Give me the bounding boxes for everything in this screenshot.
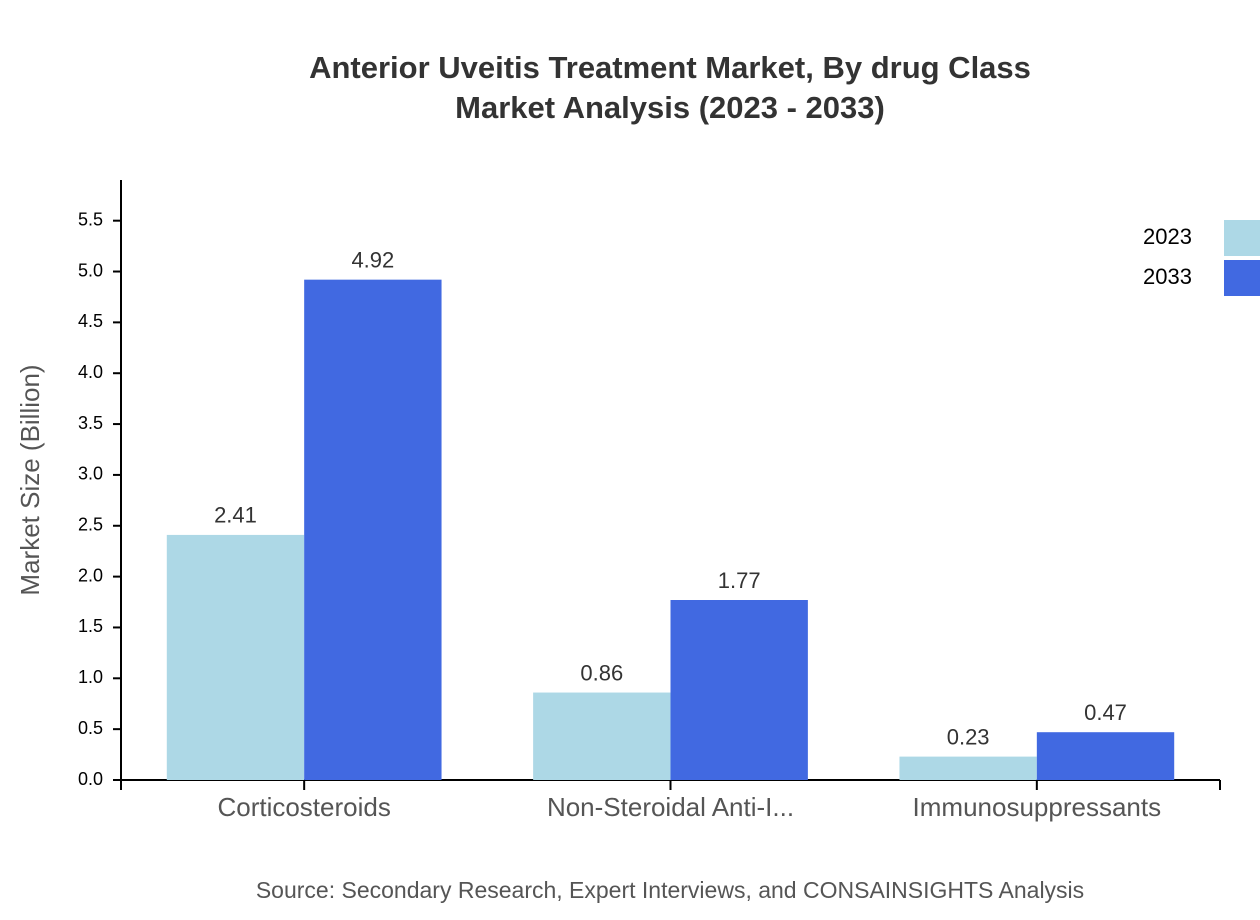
value-label: 0.23: [947, 724, 990, 749]
y-axis-label: Market Size (Billion): [15, 364, 45, 595]
y-tick-label: 3.0: [78, 464, 103, 484]
bar: [899, 756, 1037, 780]
legend-label: 2033: [1143, 264, 1192, 289]
bar: [670, 600, 808, 780]
bar: [1036, 732, 1175, 780]
y-tick-label: 4.0: [78, 362, 103, 382]
legend-swatch: [1224, 260, 1260, 296]
value-label: 0.47: [1084, 700, 1127, 725]
legend-swatch: [1224, 220, 1260, 256]
y-tick-label: 2.5: [78, 515, 103, 535]
y-tick-label: 5.5: [78, 209, 103, 229]
y-tick-label: 4.5: [78, 311, 103, 331]
y-tick-label: 3.5: [78, 413, 103, 433]
value-label: 1.77: [718, 568, 761, 593]
value-label: 2.41: [214, 503, 257, 528]
value-label: 0.86: [580, 660, 623, 685]
legend-label: 2023: [1143, 224, 1192, 249]
bar: [166, 534, 305, 780]
bar: [304, 279, 442, 780]
y-tick-label: 5.0: [78, 260, 103, 280]
y-tick-label: 1.0: [78, 667, 103, 687]
y-tick-label: 0.5: [78, 718, 103, 738]
bar: [533, 692, 671, 780]
source-note: Source: Secondary Research, Expert Inter…: [256, 877, 1084, 903]
x-tick-label: Non-Steroidal Anti-I...: [547, 792, 794, 822]
value-label: 4.92: [351, 247, 394, 272]
x-tick-label: Immunosuppressants: [913, 792, 1162, 822]
chart-title: Anterior Uveitis Treatment Market, By dr…: [309, 50, 1031, 85]
chart-subtitle: Market Analysis (2023 - 2033): [455, 90, 885, 125]
y-tick-label: 0.0: [78, 769, 103, 789]
y-tick-label: 1.5: [78, 616, 103, 636]
y-tick-label: 2.0: [78, 565, 103, 585]
x-tick-label: Corticosteroids: [217, 792, 390, 822]
